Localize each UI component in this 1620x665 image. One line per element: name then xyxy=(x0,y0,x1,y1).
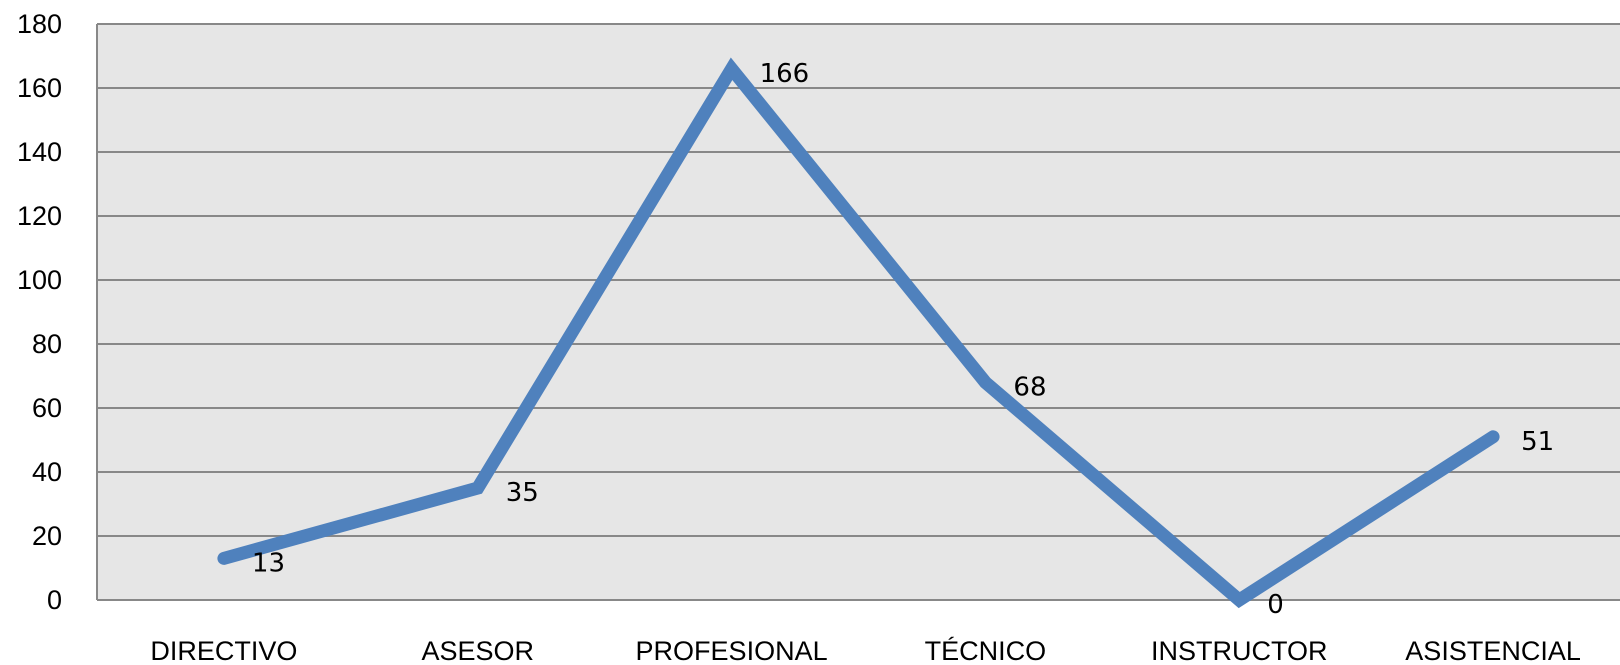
y-tick-label: 180 xyxy=(17,9,62,39)
data-label: 0 xyxy=(1267,590,1284,620)
x-tick-label: ASESOR xyxy=(421,636,534,665)
x-tick-label: INSTRUCTOR xyxy=(1151,636,1328,665)
y-tick-label: 60 xyxy=(32,393,62,423)
y-tick-label: 100 xyxy=(17,265,62,295)
series xyxy=(217,57,1500,609)
plot-area xyxy=(97,24,1620,600)
data-label: 68 xyxy=(1013,372,1046,402)
x-tick-label: ASISTENCIAL xyxy=(1405,636,1581,665)
y-tick-label: 20 xyxy=(32,521,62,551)
x-tick-label: TÉCNICO xyxy=(925,636,1047,665)
data-label: 35 xyxy=(506,478,539,508)
y-tick-label: 120 xyxy=(17,201,62,231)
y-tick-label: 80 xyxy=(32,329,62,359)
y-tick-label: 40 xyxy=(32,457,62,487)
data-label: 166 xyxy=(760,59,810,89)
y-tick-label: 140 xyxy=(17,137,62,167)
y-tick-label: 160 xyxy=(17,73,62,103)
x-tick-label: DIRECTIVO xyxy=(150,636,297,665)
x-tick-label: PROFESIONAL xyxy=(636,636,828,665)
y-axis: 0 20 40 60 80 100 120 140 160 180 xyxy=(17,9,98,615)
data-labels: 13 35 166 68 0 51 xyxy=(252,59,1554,620)
x-axis: DIRECTIVO ASESOR PROFESIONAL TÉCNICO INSTRUC… xyxy=(150,636,1580,665)
data-label: 13 xyxy=(252,548,285,578)
series-line xyxy=(217,57,1500,609)
data-label: 51 xyxy=(1521,427,1554,457)
y-tick-label: 0 xyxy=(47,585,62,615)
gridlines xyxy=(97,23,1620,601)
